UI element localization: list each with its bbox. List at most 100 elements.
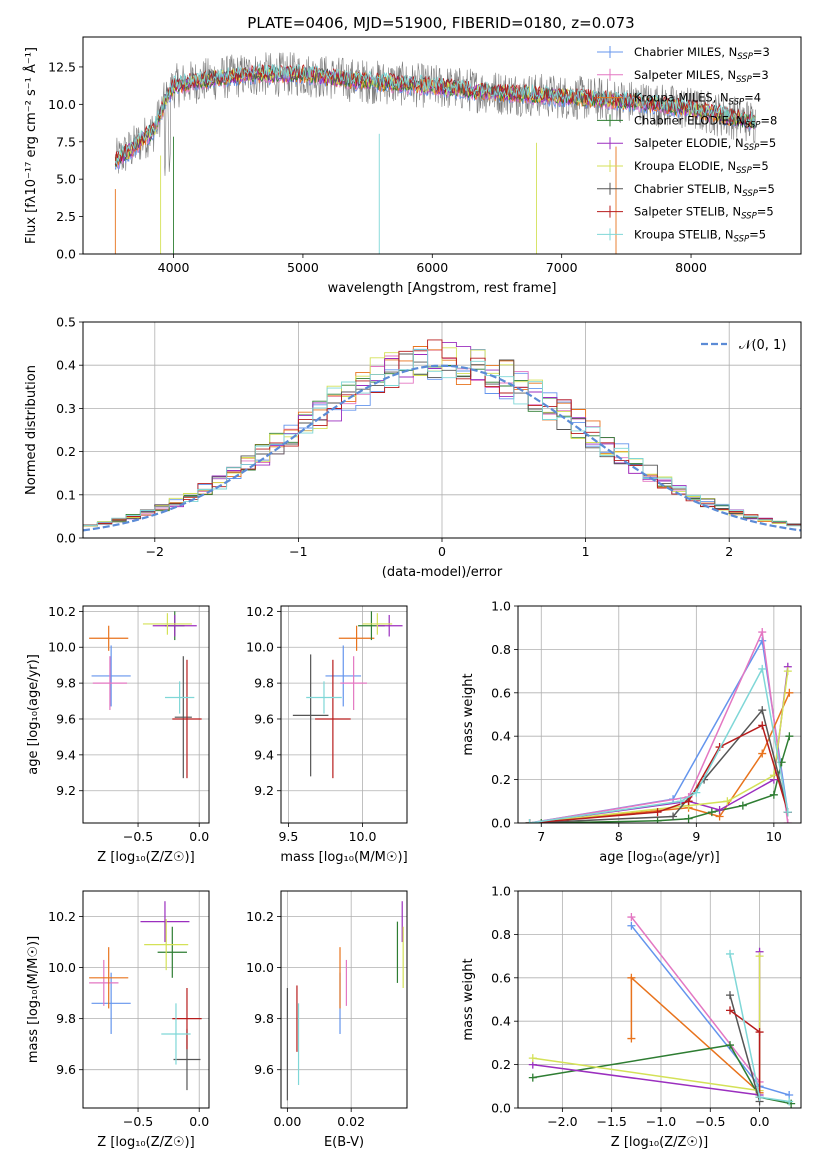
error-bar-point bbox=[91, 972, 131, 1034]
error-bar-point bbox=[164, 681, 195, 714]
weight-series bbox=[528, 952, 764, 1095]
weight-series bbox=[525, 628, 792, 823]
y-tick-label: 10.2 bbox=[246, 909, 274, 924]
y-tick-label: 0.6 bbox=[491, 685, 511, 700]
y-tick-label: 10.0 bbox=[246, 960, 274, 975]
y-tick-label: 9.8 bbox=[254, 676, 274, 691]
residuals-panel: −2 −1 0 1 2 0.0 0.1 0.2 0.3 0.4 0.5 (data-model)/er… bbox=[24, 315, 802, 580]
y-tick-label: 0.2 bbox=[56, 444, 76, 459]
x-tick-label: 0.00 bbox=[273, 1114, 301, 1129]
legend-label: Salpeter MILES, NSSP=3 bbox=[634, 68, 769, 85]
y-tick-label: 0.0 bbox=[491, 1101, 511, 1116]
weight-line bbox=[529, 666, 789, 823]
weight-line bbox=[532, 951, 761, 1096]
weight-marker bbox=[528, 1073, 537, 1082]
weight-series bbox=[525, 688, 794, 823]
y-tick-label: 0.0 bbox=[56, 247, 76, 262]
y-tick-label: 10.0 bbox=[48, 960, 76, 975]
error-bar-point bbox=[157, 926, 187, 978]
weight-series bbox=[525, 636, 792, 823]
weight-marker bbox=[676, 797, 685, 806]
weight-line bbox=[532, 956, 761, 1092]
weight-marker bbox=[627, 1034, 636, 1043]
error-bar-point bbox=[89, 947, 129, 1009]
axes-frame bbox=[280, 605, 408, 824]
axes-frame bbox=[280, 890, 408, 1109]
weight-marker bbox=[758, 664, 767, 673]
weight-marker bbox=[684, 814, 693, 823]
error-bar-point bbox=[91, 645, 131, 707]
x-axis-label: Z [log₁₀(Z/Z☉)] bbox=[611, 1135, 708, 1150]
y-tick-label: 9.8 bbox=[56, 676, 76, 691]
weight-marker bbox=[627, 921, 636, 930]
weight-marker bbox=[755, 952, 764, 961]
spectrum-legend: Chabrier MILES, NSSP=3 Salpeter MILES, NS… bbox=[597, 45, 777, 244]
error-bar-point bbox=[172, 988, 202, 1050]
x-tick-label: −2.0 bbox=[547, 1114, 577, 1129]
weight-series bbox=[528, 947, 764, 1099]
x-tick-label: 10.0 bbox=[349, 829, 377, 844]
weight-marker bbox=[726, 991, 735, 1000]
residual-histogram bbox=[83, 349, 801, 527]
x-axis-label: (data-model)/error bbox=[382, 565, 503, 580]
weight-marker bbox=[726, 949, 735, 958]
legend-label: Chabrier MILES, NSSP=3 bbox=[634, 45, 770, 62]
weight-marker bbox=[653, 808, 662, 817]
y-tick-label: 9.6 bbox=[56, 711, 76, 726]
error-bar-point bbox=[375, 614, 403, 637]
legend-label: Kroupa MILES, NSSP=4 bbox=[634, 91, 761, 108]
weight-series bbox=[627, 973, 764, 1097]
normal-reference-curve bbox=[82, 364, 802, 532]
weight-marker bbox=[758, 721, 767, 730]
legend-label: Salpeter STELIB, NSSP=5 bbox=[634, 205, 774, 222]
error-bar-point bbox=[174, 656, 192, 779]
y-tick-label: 0.4 bbox=[491, 729, 511, 744]
x-tick-label: 7000 bbox=[546, 260, 578, 275]
error-bar-point bbox=[89, 625, 129, 651]
x-tick-label: 1 bbox=[582, 544, 590, 559]
y-tick-label: 0.8 bbox=[491, 927, 511, 942]
y-tick-label: 9.8 bbox=[254, 1011, 274, 1026]
x-axis-label: age [log₁₀(age/yr)] bbox=[599, 850, 720, 865]
axes-frame bbox=[82, 321, 802, 539]
x-tick-label: 4000 bbox=[158, 260, 190, 275]
weight-marker bbox=[785, 1097, 794, 1106]
residual-histogram bbox=[83, 347, 801, 527]
weight-line bbox=[529, 629, 789, 823]
y-tick-label: 0.4 bbox=[56, 358, 76, 373]
y-tick-label: 9.4 bbox=[254, 747, 274, 762]
y-axis-label: Normed distribution bbox=[24, 365, 39, 495]
x-tick-label: −1.0 bbox=[646, 1114, 676, 1129]
weight-marker bbox=[783, 667, 792, 676]
y-tick-label: 10.0 bbox=[48, 640, 76, 655]
x-tick-label: 5000 bbox=[287, 260, 319, 275]
weight-marker bbox=[723, 797, 732, 806]
error-bar-point bbox=[89, 959, 119, 1006]
error-bar-point bbox=[142, 613, 192, 635]
error-bar-point bbox=[161, 1003, 191, 1065]
y-tick-label: 10.2 bbox=[48, 604, 76, 619]
y-tick-label: 7.5 bbox=[56, 134, 76, 149]
weight-marker bbox=[785, 732, 794, 741]
x-tick-label: 6000 bbox=[416, 260, 448, 275]
x-axis-label: Z [log₁₀(Z/Z☉)] bbox=[97, 1135, 194, 1150]
y-axis-label: mass weight bbox=[461, 673, 476, 755]
weight-vs-metallicity-panel: −2.0 −1.5 −1.0 −0.5 0.0 0.0 0.2 0.4 0.6 0.8 1.0 Z [… bbox=[461, 884, 802, 1150]
y-tick-label: 1.0 bbox=[491, 599, 511, 614]
axes-frame bbox=[82, 605, 210, 824]
weight-marker bbox=[738, 801, 747, 810]
y-tick-label: 9.8 bbox=[56, 1011, 76, 1026]
x-tick-label: 0.0 bbox=[189, 829, 209, 844]
y-tick-label: 12.5 bbox=[48, 59, 76, 74]
spectrum-model-line bbox=[114, 62, 756, 165]
y-axis-label: Flux [fλ10⁻¹⁷ erg cm⁻² s⁻¹ Å⁻¹] bbox=[23, 47, 39, 244]
weight-series bbox=[726, 949, 794, 1106]
y-tick-label: 0.8 bbox=[491, 642, 511, 657]
y-tick-label: 0.0 bbox=[56, 531, 76, 546]
y-tick-label: 9.4 bbox=[56, 747, 76, 762]
error-bar-point bbox=[144, 919, 189, 971]
weight-vs-age-panel: 7 8 9 10 0.0 0.2 0.4 0.6 0.8 1.0 age [log₁₀(age/yr… bbox=[461, 599, 802, 865]
y-tick-label: 9.2 bbox=[56, 783, 76, 798]
legend-label: Chabrier STELIB, NSSP=5 bbox=[634, 182, 775, 199]
